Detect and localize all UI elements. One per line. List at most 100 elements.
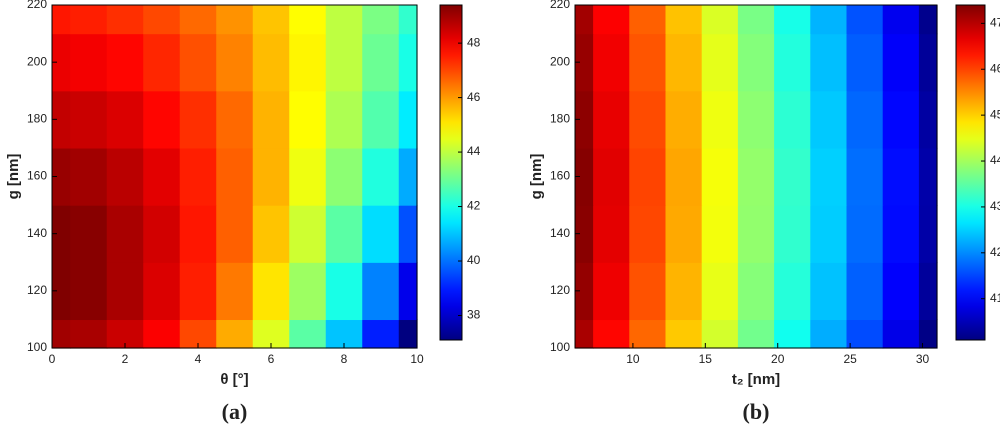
heat-cell	[143, 319, 181, 349]
y-axis-label: g [nm]	[5, 154, 22, 200]
heat-cell	[362, 5, 400, 35]
heat-cell	[665, 319, 703, 349]
heat-cell	[179, 262, 217, 321]
heat-cell	[882, 262, 920, 321]
heat-cell	[216, 147, 254, 206]
heat-cell	[70, 262, 108, 321]
heat-cell	[810, 90, 848, 149]
heat-cell	[70, 319, 108, 349]
heat-cell	[252, 262, 290, 321]
panel-label: (b)	[743, 399, 770, 424]
heat-cell	[362, 319, 400, 349]
y-tick-label: 160	[550, 169, 570, 183]
heat-cell	[629, 262, 667, 321]
x-axis-label: θ [°]	[220, 371, 248, 388]
heat-cell	[575, 205, 594, 263]
heat-cell	[70, 5, 108, 35]
heat-cell	[846, 262, 884, 321]
heat-cell	[52, 33, 71, 92]
heat-cell	[362, 147, 400, 206]
colorbar-tick-label: 46	[990, 61, 1000, 75]
heat-cell	[593, 319, 630, 349]
heat-cell	[593, 205, 630, 263]
heat-cell	[252, 33, 290, 92]
heat-cell	[70, 33, 108, 92]
heat-cell	[918, 262, 938, 321]
heat-cell	[737, 205, 775, 263]
heat-cell	[106, 5, 144, 35]
heat-cell	[52, 5, 71, 35]
heat-cell	[846, 90, 884, 149]
heat-cell	[325, 5, 363, 35]
x-tick-label: 15	[699, 352, 713, 366]
heat-cell	[737, 147, 775, 206]
y-tick-label: 220	[550, 0, 570, 11]
heat-cell	[398, 262, 418, 321]
y-tick-label: 140	[550, 226, 570, 240]
heat-cell	[179, 205, 217, 263]
y-tick-label: 200	[550, 54, 570, 68]
heat-cell	[398, 205, 418, 263]
colorbar-tick-label: 46	[467, 90, 481, 104]
heat-cell	[629, 33, 667, 92]
heat-cell	[810, 147, 848, 206]
heat-cell	[882, 5, 920, 35]
x-tick-label: 30	[916, 352, 930, 366]
heat-cell	[701, 205, 739, 263]
heat-cell	[143, 90, 181, 149]
heat-cell	[737, 33, 775, 92]
heat-cell	[810, 205, 848, 263]
heat-cell	[593, 90, 630, 149]
heat-cell	[593, 5, 630, 35]
heat-cell	[252, 90, 290, 149]
y-tick-label: 100	[550, 340, 570, 354]
x-axis-label: t₂ [nm]	[732, 371, 780, 388]
y-axis-label: g [nm]	[528, 154, 545, 200]
colorbar-tick-label: 47	[990, 16, 1000, 30]
heat-cell	[216, 319, 254, 349]
heat-cell	[882, 205, 920, 263]
heat-cell	[52, 262, 71, 321]
colorbar-tick-label: 41	[990, 291, 1000, 305]
heat-cell	[143, 147, 181, 206]
heat-cell	[665, 90, 703, 149]
heat-cell	[701, 147, 739, 206]
heat-cell	[289, 33, 327, 92]
heat-cell	[918, 33, 938, 92]
heat-cell	[774, 147, 811, 206]
heat-cell	[593, 147, 630, 206]
heat-cell	[918, 90, 938, 149]
x-tick-label: 4	[195, 352, 202, 366]
heat-cell	[882, 147, 920, 206]
heat-cell	[325, 90, 363, 149]
heat-cell	[575, 262, 594, 321]
heat-cell	[593, 262, 630, 321]
y-tick-label: 160	[27, 169, 47, 183]
heat-cell	[179, 147, 217, 206]
colorbar	[439, 4, 463, 341]
heat-cell	[846, 33, 884, 92]
heat-cell	[106, 205, 144, 263]
heat-cell	[398, 319, 418, 349]
x-tick-label: 0	[49, 352, 56, 366]
heat-cell	[106, 262, 144, 321]
y-tick-label: 220	[27, 0, 47, 11]
heat-cell	[106, 90, 144, 149]
heat-cell	[398, 5, 418, 35]
heat-cell	[575, 147, 594, 206]
panel-label: (a)	[222, 399, 248, 424]
heat-cell	[918, 147, 938, 206]
heat-cell	[701, 5, 739, 35]
colorbar-tick-label: 43	[990, 199, 1000, 213]
heat-cell	[846, 205, 884, 263]
heat-cell	[593, 33, 630, 92]
heat-cell	[737, 5, 775, 35]
heat-cell	[52, 205, 71, 263]
x-tick-label: 20	[771, 352, 785, 366]
y-tick-label: 100	[27, 340, 47, 354]
heat-cell	[179, 33, 217, 92]
heat-cell	[774, 262, 811, 321]
heat-cell	[216, 33, 254, 92]
heat-cell	[70, 205, 108, 263]
